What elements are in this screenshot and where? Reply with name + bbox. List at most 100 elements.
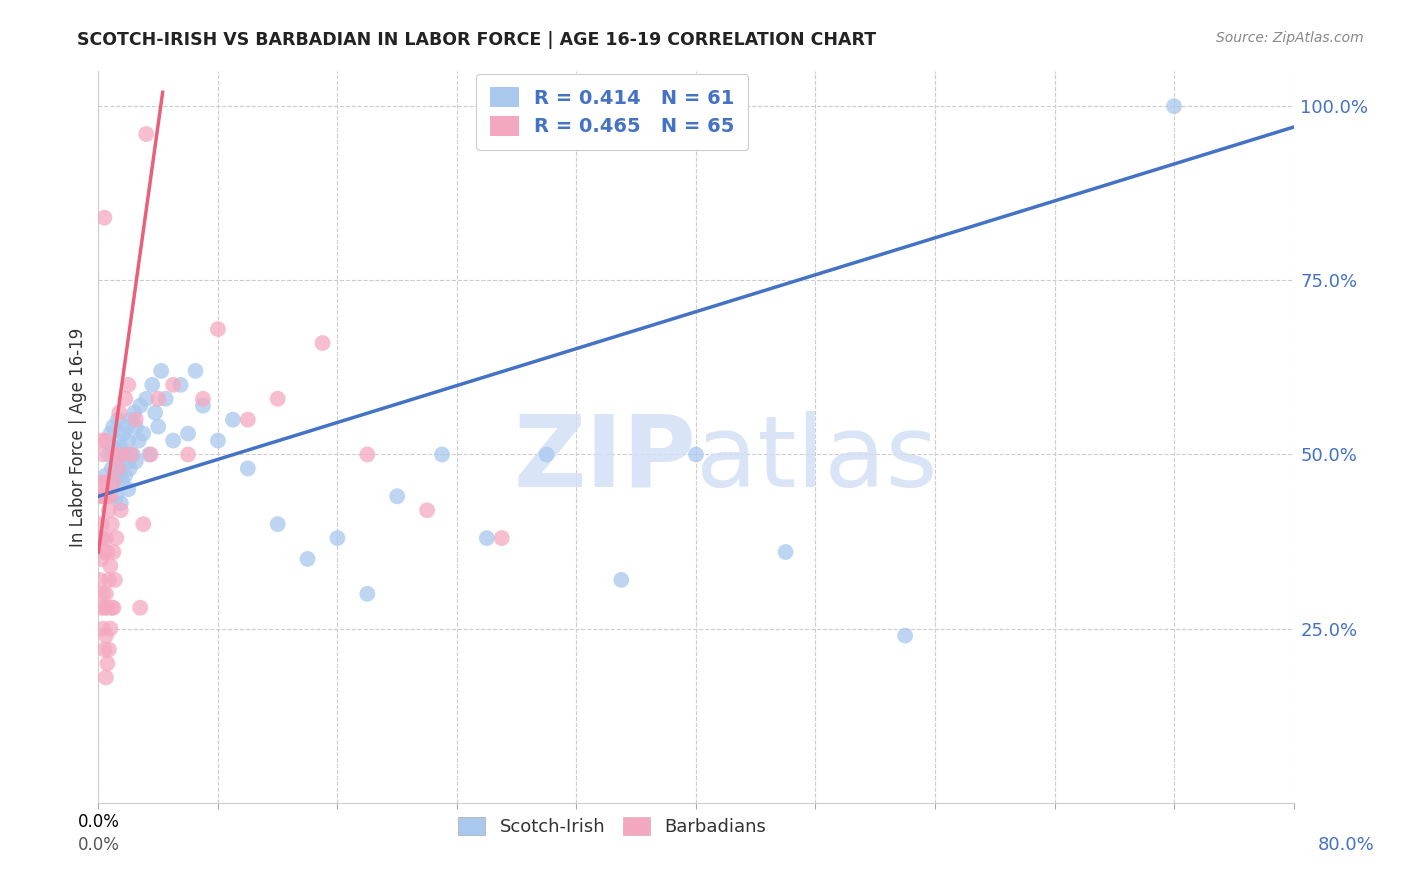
Point [155, 392, 177, 406]
Point [103, 475, 125, 490]
Point [108, 406, 131, 420]
Point [491, 531, 513, 545]
Point [121, 448, 143, 462]
Point [98, 558, 122, 573]
Point [98, 489, 122, 503]
Point [111, 448, 134, 462]
Point [94, 587, 117, 601]
Point [148, 419, 170, 434]
Point [132, 517, 155, 532]
Point [267, 392, 290, 406]
Text: 80.0%: 80.0% [1317, 836, 1374, 854]
Point [118, 461, 141, 475]
Point [114, 448, 136, 462]
Point [89, 489, 111, 503]
Point [222, 412, 245, 426]
Point [117, 377, 139, 392]
Point [267, 517, 290, 532]
Point [96, 600, 118, 615]
Point [143, 406, 166, 420]
Text: SCOTCH-IRISH VS BARBADIAN IN LABOR FORCE | AGE 16-19 CORRELATION CHART: SCOTCH-IRISH VS BARBADIAN IN LABOR FORCE… [77, 31, 876, 49]
Point [96, 489, 118, 503]
Point [125, 412, 148, 426]
Point [162, 377, 184, 392]
Point [107, 434, 129, 448]
Point [117, 454, 139, 468]
Point [94, 468, 117, 483]
Point [103, 441, 125, 455]
Point [132, 426, 155, 441]
Point [356, 448, 378, 462]
Point [297, 552, 319, 566]
Point [894, 629, 917, 643]
Point [93, 211, 115, 225]
Point [416, 503, 439, 517]
Point [311, 336, 333, 351]
Point [135, 392, 157, 406]
Point [191, 392, 214, 406]
Point [98, 622, 122, 636]
Point [111, 448, 134, 462]
Point [104, 573, 127, 587]
Point [169, 377, 191, 392]
Point [129, 600, 152, 615]
Point [112, 426, 135, 441]
Legend: Scotch-Irish, Barbadians: Scotch-Irish, Barbadians [449, 807, 776, 845]
Point [101, 517, 124, 532]
Point [97, 642, 120, 657]
Point [117, 483, 139, 497]
Point [94, 531, 117, 545]
Point [103, 419, 125, 434]
Text: atlas: atlas [696, 410, 938, 508]
Point [104, 448, 127, 462]
Point [385, 489, 409, 503]
Point [610, 573, 633, 587]
Point [105, 454, 128, 468]
Point [128, 434, 150, 448]
Point [101, 461, 124, 475]
Point [775, 545, 797, 559]
Point [108, 461, 131, 475]
Point [90, 600, 112, 615]
Point [177, 448, 200, 462]
Point [90, 475, 112, 490]
Point [97, 503, 120, 517]
Point [162, 434, 184, 448]
Point [114, 392, 136, 406]
Point [148, 392, 170, 406]
Point [91, 489, 114, 503]
Point [110, 468, 132, 483]
Point [90, 517, 112, 532]
Point [91, 622, 114, 636]
Y-axis label: In Labor Force | Age 16-19: In Labor Force | Age 16-19 [69, 327, 87, 547]
Point [94, 434, 117, 448]
Point [115, 419, 138, 434]
Point [103, 600, 125, 615]
Text: Source: ZipAtlas.com: Source: ZipAtlas.com [1216, 31, 1364, 45]
Point [111, 475, 134, 490]
Point [90, 552, 112, 566]
Point [207, 322, 229, 336]
Point [101, 600, 124, 615]
Point [93, 545, 115, 559]
Point [184, 364, 207, 378]
Point [94, 629, 117, 643]
Point [236, 461, 259, 475]
Point [135, 127, 157, 141]
Point [191, 399, 214, 413]
Point [114, 468, 136, 483]
Point [150, 364, 173, 378]
Point [89, 531, 111, 545]
Point [125, 454, 148, 468]
Point [138, 448, 160, 462]
Point [94, 670, 117, 684]
Point [94, 475, 117, 490]
Point [93, 600, 115, 615]
Point [93, 642, 115, 657]
Point [117, 434, 139, 448]
Point [129, 399, 152, 413]
Point [91, 531, 114, 545]
Point [139, 448, 162, 462]
Point [107, 412, 129, 426]
Point [110, 441, 132, 455]
